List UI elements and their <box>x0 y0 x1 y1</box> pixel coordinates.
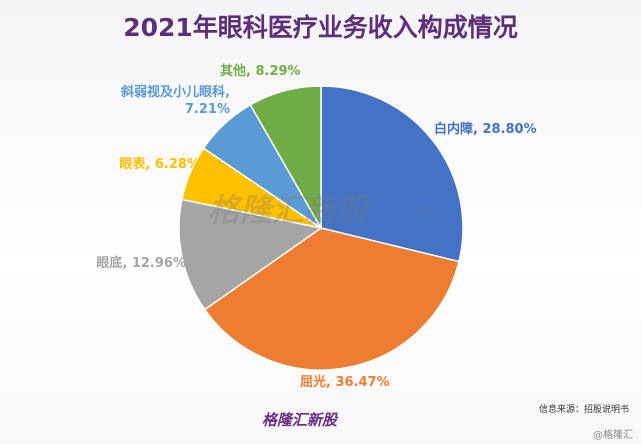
chart-title: 2021年眼科医疗业务收入构成情况 <box>123 13 518 42</box>
pie-slice <box>178 198 323 311</box>
separator: , <box>122 256 132 271</box>
pie-slice <box>249 85 322 231</box>
category-label: 斜弱视及小儿眼科 <box>121 85 226 100</box>
category-label: 屈光 <box>300 375 327 390</box>
source-note: 信息来源：招股说明书 <box>538 405 629 415</box>
slice-label: 眼表, 6.28% <box>100 156 200 173</box>
slice-label: 斜弱视及小儿眼科, 7.21% <box>110 84 230 118</box>
separator: , <box>326 375 336 390</box>
slice-label: 其他, 8.29% <box>220 63 340 80</box>
separator: , <box>145 157 155 172</box>
value-label: 12.96% <box>131 256 186 271</box>
logo: 格隆汇新股 <box>262 411 338 429</box>
slice-label: 白内障, 28.80% <box>434 121 554 138</box>
value-label: 28.80% <box>482 122 537 137</box>
separator: , <box>225 85 230 100</box>
watermark-sub: IPO <box>416 205 437 219</box>
watermark: 格隆汇新股 <box>208 191 369 229</box>
slice-label: 屈光, 36.47% <box>300 374 420 391</box>
value-label: 8.29% <box>255 64 301 79</box>
value-label: 6.28% <box>154 157 200 172</box>
slice-label: 眼底, 12.96% <box>86 255 186 272</box>
pie-slice <box>320 85 464 263</box>
separator: , <box>246 64 256 79</box>
value-label: 36.47% <box>335 375 390 390</box>
category-label: 眼底 <box>96 256 123 271</box>
pie-slice <box>203 227 460 371</box>
category-label: 其他 <box>220 64 247 79</box>
category-label: 眼表 <box>119 157 146 172</box>
category-label: 白内障 <box>434 122 474 137</box>
separator: , <box>473 122 483 137</box>
value-label: 7.21% <box>184 102 230 117</box>
corner-mark: @格隆汇 <box>593 430 633 441</box>
